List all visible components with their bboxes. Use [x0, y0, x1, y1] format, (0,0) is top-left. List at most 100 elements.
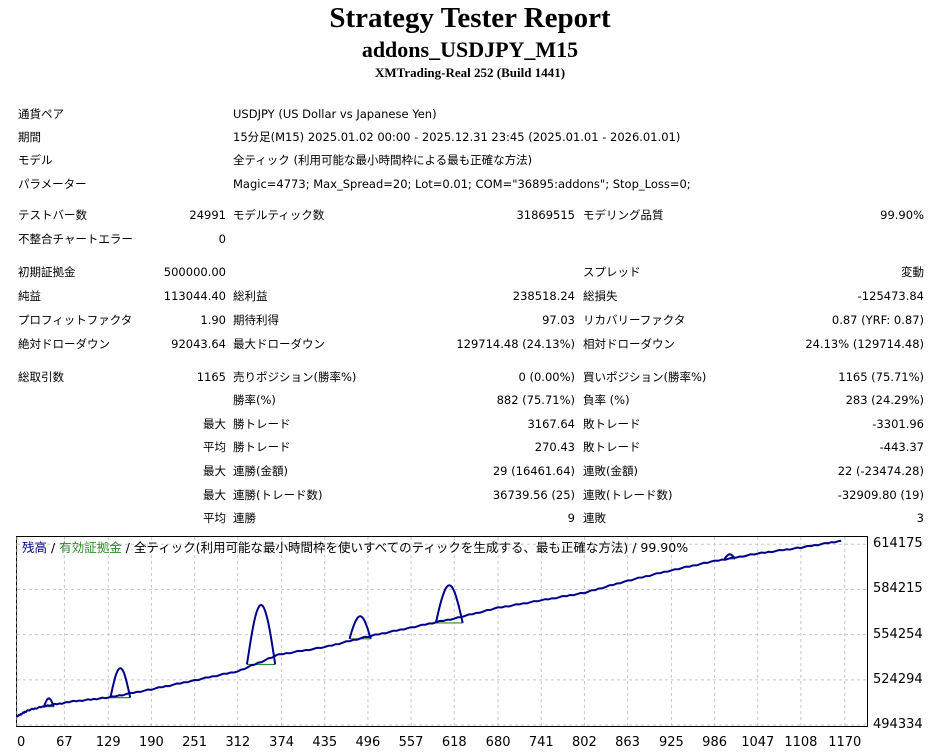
legend-equity: 有効証拠金: [59, 540, 122, 555]
stat-label: 買いポジション(勝率%): [583, 370, 707, 384]
x-tick-label: 802: [571, 735, 597, 750]
stat-value: 36739.56 (25): [492, 488, 575, 502]
stat-value: 変動: [901, 265, 924, 279]
stat-label: リカバリーファクタ: [583, 313, 686, 327]
x-tick-label: 129: [95, 735, 121, 750]
equity-drawdown-arc: [245, 603, 277, 665]
stat-label: 負率 (%): [583, 393, 630, 407]
stat-label: 敗トレード: [583, 417, 641, 431]
stat-value: 31869515: [516, 208, 575, 222]
x-tick-label: 1170: [828, 735, 862, 750]
stat-value: 113044.40: [163, 289, 226, 303]
x-tick-label: 1108: [784, 735, 818, 750]
stat-label: モデリング品質: [583, 208, 664, 222]
stat-value: 1165: [196, 370, 226, 384]
y-tick-label: 554254: [873, 626, 923, 642]
stat-value: 270.43: [534, 440, 575, 454]
stat-label: 初期証拠金: [18, 265, 76, 279]
stat-label: テストバー数: [18, 208, 87, 222]
info-value: 15分足(M15) 2025.01.02 00:00 - 2025.12.31 …: [233, 130, 681, 144]
x-tick-label: 435: [312, 735, 338, 750]
stat-label: 総利益: [233, 289, 268, 303]
x-tick-label: 251: [182, 735, 207, 750]
report-title: Strategy Tester Report: [329, 2, 611, 34]
stat-value: 24.13% (129714.48): [805, 337, 924, 351]
equity-drawdown-arc: [109, 667, 132, 698]
stat-label: スプレッド: [583, 265, 641, 279]
y-tick-label: 614175: [873, 536, 923, 552]
info-value: 全ティック (利用可能な最小時間枠による最も正確な方法): [233, 153, 533, 167]
x-tick-label: 1047: [741, 735, 775, 750]
stat-value: 882 (75.71%): [496, 393, 575, 407]
stat-label: プロフィットファクタ: [18, 313, 133, 327]
legend-model: 全ティック(利用可能な最小時間枠を使いすべてのティックを生成する、最も正確な方法…: [133, 540, 689, 555]
stat-label: 総損失: [583, 289, 618, 303]
stat-value: 99.90%: [880, 208, 924, 222]
stat-label: 不整合チャートエラー: [18, 232, 133, 246]
chart-legend: 残高 / 有効証拠金 / 全ティック(利用可能な最小時間枠を使いすべてのティック…: [22, 540, 688, 555]
stat-value: 97.03: [542, 313, 575, 327]
y-tick-label: 494334: [873, 717, 923, 732]
x-tick-label: 863: [615, 735, 640, 750]
stat-label: 連勝: [233, 511, 256, 525]
stat-label: 勝トレード: [233, 417, 291, 431]
x-tick-label: 496: [355, 735, 381, 750]
stat-value: 最大: [203, 464, 226, 478]
stat-value: 1165 (75.71%): [838, 370, 924, 384]
stat-value: 平均: [203, 511, 226, 525]
stat-label: 絶対ドローダウン: [18, 337, 110, 351]
info-label: 期間: [18, 130, 41, 144]
stat-value: 283 (24.29%): [845, 393, 924, 407]
stat-value: 500000.00: [163, 265, 226, 279]
balance-line: [16, 539, 842, 718]
stat-value: 9: [567, 511, 575, 525]
equity-drawdown-arc: [434, 584, 464, 624]
stat-value: 0 (0.00%): [518, 370, 575, 384]
x-tick-label: 741: [528, 735, 554, 750]
info-value: Magic=4773; Max_Spread=20; Lot=0.01; COM…: [233, 177, 691, 191]
stat-label: モデルティック数: [233, 208, 325, 222]
info-label: モデル: [18, 153, 53, 167]
stat-label: 売りポジション(勝率%): [233, 370, 357, 384]
stat-value: -3301.96: [872, 417, 924, 431]
stat-value: 0.87 (YRF: 0.87): [831, 313, 924, 327]
stat-value: -125473.84: [857, 289, 924, 303]
stat-label: 敗トレード: [583, 440, 641, 454]
x-tick-label: 680: [485, 735, 511, 750]
equity-drawdown-arc: [42, 697, 55, 708]
stat-value: 29 (16461.64): [492, 464, 575, 478]
stat-value: 24991: [189, 208, 226, 222]
stat-label: 連敗(金額): [583, 464, 638, 478]
stat-value: 最大: [203, 417, 226, 431]
stat-value: -32909.80 (19): [837, 488, 924, 502]
legend-separator: /: [121, 540, 134, 555]
stat-value: 92043.64: [171, 337, 226, 351]
stat-label: 総取引数: [18, 370, 64, 384]
stat-value: 238518.24: [512, 289, 575, 303]
stat-value: 3: [916, 511, 924, 525]
stat-label: 最大ドローダウン: [233, 337, 325, 351]
info-label: 通貨ペア: [18, 107, 64, 121]
x-tick-label: 618: [441, 735, 467, 750]
x-tick-label: 190: [139, 735, 164, 750]
stat-value: 0: [218, 232, 226, 246]
equity-drawdown-arc: [348, 615, 372, 640]
stat-label: 期待利得: [233, 313, 279, 327]
x-tick-label: 0: [17, 735, 26, 750]
stat-label: 連敗(トレード数): [583, 488, 673, 502]
server-info: XMTrading-Real 252 (Build 1441): [374, 65, 566, 80]
balance-chart: [16, 536, 868, 727]
x-tick-label: 557: [398, 735, 424, 750]
chart-frame: [16, 536, 868, 727]
x-tick-label: 374: [269, 735, 294, 750]
x-tick-label: 67: [56, 735, 73, 750]
stat-value: 3167.64: [527, 417, 575, 431]
stat-value: -443.37: [879, 440, 924, 454]
stat-value: 最大: [203, 488, 226, 502]
report-subtitle: addons_USDJPY_M15: [361, 37, 579, 62]
stat-value: 22 (-23474.28): [837, 464, 924, 478]
stat-label: 相対ドローダウン: [583, 337, 675, 351]
stat-label: 純益: [18, 289, 41, 303]
info-label: パラメーター: [18, 177, 87, 191]
y-tick-label: 584215: [873, 581, 923, 597]
